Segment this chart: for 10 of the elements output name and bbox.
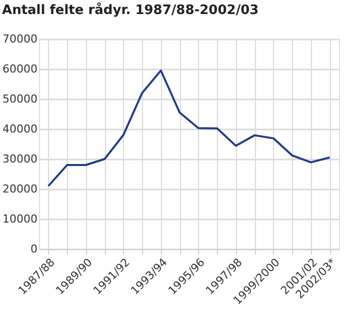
y-tick-label: 0 bbox=[30, 242, 38, 256]
y-tick-label: 40000 bbox=[2, 122, 38, 136]
y-tick-label: 50000 bbox=[2, 92, 38, 106]
y-tick-label: 60000 bbox=[2, 62, 38, 76]
y-tick-label: 10000 bbox=[2, 212, 38, 226]
y-tick-label: 20000 bbox=[2, 182, 38, 196]
y-tick-label: 70000 bbox=[2, 32, 38, 46]
y-tick-label: 30000 bbox=[2, 152, 38, 166]
line-series bbox=[47, 70, 331, 187]
chart-title: Antall felte rådyr. 1987/88-2002/03 bbox=[2, 2, 259, 18]
